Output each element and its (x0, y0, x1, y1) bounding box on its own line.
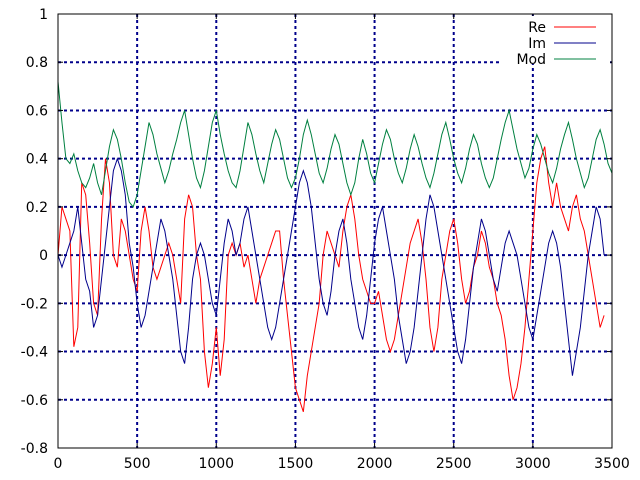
x-tick-label: 1000 (198, 456, 234, 472)
legend-label-re: Re (528, 20, 546, 36)
y-tick-label: -0.8 (21, 441, 48, 457)
y-axis-ticks: -0.8 -0.6 -0.4 -0.2 0 0.2 0.4 0.6 0.8 1 (21, 7, 612, 457)
y-tick-label: 0.6 (26, 103, 48, 119)
y-tick-label: -0.2 (21, 296, 48, 312)
x-tick-label: 3500 (594, 456, 630, 472)
x-tick-label: 3000 (515, 456, 551, 472)
x-tick-label: 1500 (278, 456, 314, 472)
x-tick-label: 2000 (357, 456, 393, 472)
y-tick-label: 0.8 (26, 55, 48, 71)
y-tick-label: 1 (39, 7, 48, 23)
y-tick-label: 0 (39, 248, 48, 264)
series-line-re (57, 146, 605, 412)
axes (57, 13, 613, 449)
x-tick-label: 2500 (436, 456, 472, 472)
x-axis-ticks: 0 500 1000 1500 2000 2500 3000 3500 (54, 14, 630, 472)
y-tick-label: 0.4 (26, 152, 48, 168)
series-line-mod (57, 81, 613, 208)
series-lines (57, 81, 613, 412)
y-tick-label: -0.6 (21, 393, 48, 409)
x-tick-label: 0 (54, 456, 63, 472)
legend-background (500, 16, 610, 64)
y-tick-label: -0.4 (21, 345, 48, 361)
x-tick-label: 500 (124, 456, 151, 472)
legend-label-mod: Mod (516, 52, 546, 68)
plot-frame (57, 13, 613, 449)
y-tick-label: 0.2 (26, 200, 48, 216)
legend-label-im: Im (528, 36, 546, 52)
series-line-im (57, 157, 605, 376)
